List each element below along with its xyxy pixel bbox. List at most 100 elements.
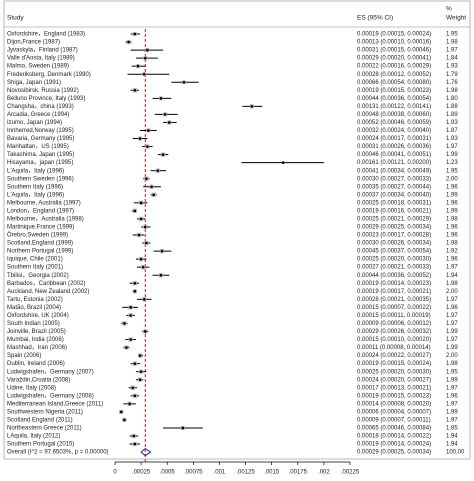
es-label: 0.00066 (0.00054, 0.00080) xyxy=(357,80,431,86)
point-estimate xyxy=(136,64,140,68)
es-label: 0.00046 (0.00041, 0.00051) xyxy=(357,152,431,158)
es-label: 0.00065 (0.00046, 0.00084) xyxy=(357,426,431,432)
es-label: 0.00011 (0.00008, 0.00014) xyxy=(357,345,431,351)
weight-label: 1.99 xyxy=(446,208,458,214)
x-tick-label: .00025 xyxy=(132,470,151,476)
es-label: 0.00025 (0.00020, 0.00030) xyxy=(357,369,431,375)
es-label: 0.00029 (0.00025, 0.00034) xyxy=(357,225,431,231)
es-label: 0.00041 (0.00034, 0.00049) xyxy=(357,168,431,174)
weight-label: 1.96 xyxy=(446,393,458,399)
point-estimate xyxy=(132,434,136,438)
es-label: 0.00013 (0.00010, 0.00016) xyxy=(357,40,431,46)
point-estimate xyxy=(133,394,137,398)
es-label: 0.00028 (0.00021, 0.00035) xyxy=(357,297,431,303)
weight-label: 1.98 xyxy=(446,88,458,94)
x-tick-label: .0015 xyxy=(264,470,280,476)
overall-label: Overall (I^2 = 97.6503%, p = 0.00000) xyxy=(7,450,109,456)
weight-label: 1.97 xyxy=(446,313,458,319)
weight-label: 1.79 xyxy=(446,72,458,78)
weight-label: 1.93 xyxy=(446,136,458,142)
study-label: Shiga, Japan (1991) xyxy=(7,80,61,86)
study-label: Ludwigshafen，Germany (2007) xyxy=(7,369,94,375)
study-label: Belluno Province, Italy (1993) xyxy=(7,96,85,102)
study-label: Scotland England (2011) xyxy=(7,417,73,423)
x-tick-label: .00225 xyxy=(341,470,360,476)
study-label: Iquique, Chile (2001) xyxy=(7,257,63,263)
point-estimate xyxy=(181,426,185,430)
point-estimate xyxy=(133,289,137,293)
point-estimate xyxy=(146,48,149,52)
es-label: 0.00045 (0.00037, 0.00054) xyxy=(357,249,431,255)
study-label: L'Aquila，Italy (1996) xyxy=(7,168,64,174)
weight-label: 2.00 xyxy=(446,176,458,182)
point-estimate xyxy=(133,442,137,446)
point-estimate xyxy=(145,241,148,245)
es-label: 0.00018 (0.00014, 0.00022) xyxy=(357,434,431,440)
es-label: 0.00044 (0.00036, 0.00052) xyxy=(357,273,431,279)
study-label: Scotland,England (1999) xyxy=(7,241,73,247)
point-estimate xyxy=(143,225,147,229)
point-estimate xyxy=(125,346,128,349)
es-label: 0.00019 (0.00014, 0.00023) xyxy=(357,281,431,287)
study-label: Dublin, Ireland (2006) xyxy=(7,361,65,367)
weight-label: 1.94 xyxy=(446,442,458,448)
point-estimate xyxy=(142,72,146,76)
es-label: 0.00019 (0.00015, 0.00024) xyxy=(357,361,431,367)
es-label: 0.00027 (0.00021, 0.00033) xyxy=(357,265,431,271)
es-label: 0.00044 (0.00036, 0.00054) xyxy=(357,96,431,102)
overall-diamond xyxy=(140,447,152,457)
weight-label: 2.00 xyxy=(446,353,458,359)
study-label: Takashima, Japan (1995) xyxy=(7,152,74,158)
weight-label: 1.97 xyxy=(446,48,458,54)
study-label: Matão, Brazil (2004) xyxy=(7,305,61,311)
point-estimate xyxy=(250,105,254,108)
study-label: Izumo, Japan (1994) xyxy=(7,120,62,126)
point-estimate xyxy=(133,362,137,365)
study-label: LAquila, Italy (2012) xyxy=(7,434,60,440)
weight-header: % xyxy=(446,6,452,13)
weight-label: 1.98 xyxy=(446,40,458,46)
es-label: 0.00024 (0.00022, 0.00027) xyxy=(357,353,431,359)
study-label: Changsha，china (1993) xyxy=(7,104,74,110)
weight-label: 1.97 xyxy=(446,144,458,150)
weight-label: 1.96 xyxy=(446,305,458,311)
x-tick-label: .001 xyxy=(214,470,226,476)
point-estimate xyxy=(161,153,165,156)
es-label: 0.00019 (0.00016, 0.00021) xyxy=(357,208,431,214)
study-label: London，England (1997) xyxy=(7,208,74,214)
es-label: 0.00029 (0.00025, 0.00034) xyxy=(357,450,431,456)
study-label: Joinville, Brazil (2005) xyxy=(7,329,66,335)
point-estimate xyxy=(128,402,131,406)
weight-label: 1.96 xyxy=(446,257,458,263)
study-label: Udine, Italy (2008) xyxy=(7,385,56,391)
weight-label: 1.99 xyxy=(446,377,458,383)
point-estimate xyxy=(147,129,150,132)
es-label: 0.00025 (0.00018, 0.00031) xyxy=(357,200,431,206)
point-estimate xyxy=(159,97,163,100)
weight-label: 1.97 xyxy=(446,337,458,343)
es-label: 0.00023 (0.00017, 0.00028) xyxy=(357,233,431,239)
weight-label: 1.97 xyxy=(446,417,458,423)
es-label: 0.00031 (0.00026, 0.00036) xyxy=(357,144,431,150)
weight-label: 1.99 xyxy=(446,152,458,158)
x-tick-label: .00175 xyxy=(289,470,308,476)
weight-header: Weight xyxy=(446,15,466,22)
es-label: 0.00048 (0.00038, 0.00060) xyxy=(357,112,431,118)
study-label: Northern Portugal (1999) xyxy=(7,249,73,255)
weight-label: 1.23 xyxy=(446,160,458,166)
study-label: Southern Italy (2001) xyxy=(7,265,63,271)
study-label: Bavaria, Germany (1995) xyxy=(7,136,74,142)
weight-label: 1.97 xyxy=(446,321,458,327)
study-label: Ludwigshafen，Germany (2008) xyxy=(7,393,94,399)
study-label: Frederiksberg, Denmark (1990) xyxy=(7,72,91,78)
point-estimate xyxy=(139,217,143,221)
study-label: Melbourne，Australia (1998) xyxy=(7,216,84,222)
study-label: Örebro,Sweden (1999) xyxy=(7,232,68,239)
es-label: 0.00015 (0.00010, 0.00020) xyxy=(357,337,431,343)
study-label: Oxfordshire, UK (2004) xyxy=(7,313,69,319)
study-label: Novosibirsk, Russia (1992) xyxy=(7,88,79,94)
es-label: 0.00019 (0.00017, 0.00021) xyxy=(357,289,431,295)
point-estimate xyxy=(146,145,149,148)
weight-label: 1.80 xyxy=(446,96,458,102)
weight-label: 1.93 xyxy=(446,120,458,126)
